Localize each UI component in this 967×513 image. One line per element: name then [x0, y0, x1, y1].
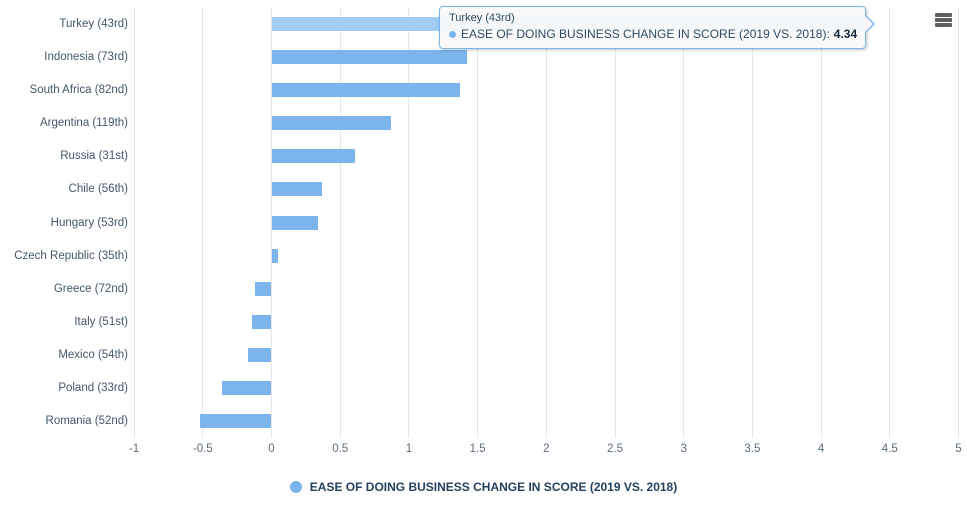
category-label: Argentina (119th) [39, 117, 128, 130]
category-label: Russia (31st) [60, 150, 128, 163]
gridline [545, 8, 547, 438]
x-axis-tick-label: 2.5 [607, 443, 623, 455]
chart-context-menu-button[interactable] [930, 9, 956, 31]
category-label: Hungary (53rd) [50, 216, 128, 229]
legend-item[interactable]: EASE OF DOING BUSINESS CHANGE IN SCORE (… [289, 480, 678, 494]
x-axis-tick-label: 4.5 [881, 443, 898, 455]
x-axis-tick-label: 1 [405, 443, 413, 455]
x-axis-tick-label: 2 [543, 443, 550, 455]
circle-marker-icon [289, 481, 302, 493]
x-axis-tick-label: 5 [955, 443, 962, 455]
bar[interactable] [248, 347, 272, 362]
bar[interactable] [271, 215, 319, 230]
category-label: Indonesia (73rd) [44, 51, 128, 64]
gridline [202, 8, 204, 438]
x-axis-tick-label: -0.5 [192, 443, 213, 455]
bar[interactable] [200, 413, 272, 428]
category-label: Italy (51st) [74, 315, 128, 328]
category-label: Czech Republic (35th) [14, 249, 128, 262]
legend: EASE OF DOING BUSINESS CHANGE IN SCORE (… [0, 477, 967, 497]
category-label: Mexico (54th) [58, 348, 128, 361]
category-label: Poland (33rd) [58, 381, 128, 394]
circle-marker-icon [449, 30, 456, 38]
tooltip-title: Turkey (43rd) [449, 12, 515, 24]
category-label: Chile (56th) [68, 183, 128, 196]
bar[interactable] [255, 281, 272, 296]
x-axis-tick-label: 0 [268, 443, 275, 455]
bar[interactable] [271, 248, 279, 263]
tooltip-value: 4.34 [833, 27, 858, 41]
bar[interactable] [222, 380, 272, 395]
x-axis-tick-label: 3.5 [744, 443, 761, 455]
gridline [889, 8, 891, 438]
category-label: Turkey (43rd) [59, 18, 128, 31]
x-axis-tick-label: 0.5 [332, 443, 349, 455]
gridline [408, 8, 410, 438]
category-label: South Africa (82nd) [29, 84, 128, 97]
x-axis-tick-label: 1.5 [469, 443, 486, 455]
bar[interactable] [271, 83, 460, 98]
x-axis-tick-label: -1 [128, 443, 140, 455]
x-axis-tick-label: 4 [817, 443, 825, 455]
gridline [958, 8, 959, 438]
category-label: Greece (72nd) [53, 282, 128, 295]
legend-label: EASE OF DOING BUSINESS CHANGE IN SCORE (… [309, 480, 678, 494]
gridline [751, 8, 753, 438]
gridline [133, 8, 135, 438]
bar[interactable] [271, 116, 392, 131]
tooltip-body: EASE OF DOING BUSINESS CHANGE IN SCORE (… [449, 27, 857, 41]
bar[interactable] [271, 149, 356, 164]
bar[interactable] [271, 182, 323, 197]
tooltip: Turkey (43rd) EASE OF DOING BUSINESS CHA… [439, 6, 875, 49]
bar[interactable] [271, 50, 467, 65]
gridline [683, 8, 685, 438]
tooltip-series-label: EASE OF DOING BUSINESS CHANGE IN SCORE (… [461, 27, 830, 41]
gridline [339, 8, 341, 438]
x-axis-tick-label: 3 [680, 443, 687, 455]
bar[interactable] [252, 314, 272, 329]
gridline [614, 8, 616, 438]
hamburger-icon [934, 12, 952, 29]
gridline [820, 8, 822, 438]
gridline [477, 8, 479, 438]
category-label: Romania (52nd) [45, 414, 128, 427]
